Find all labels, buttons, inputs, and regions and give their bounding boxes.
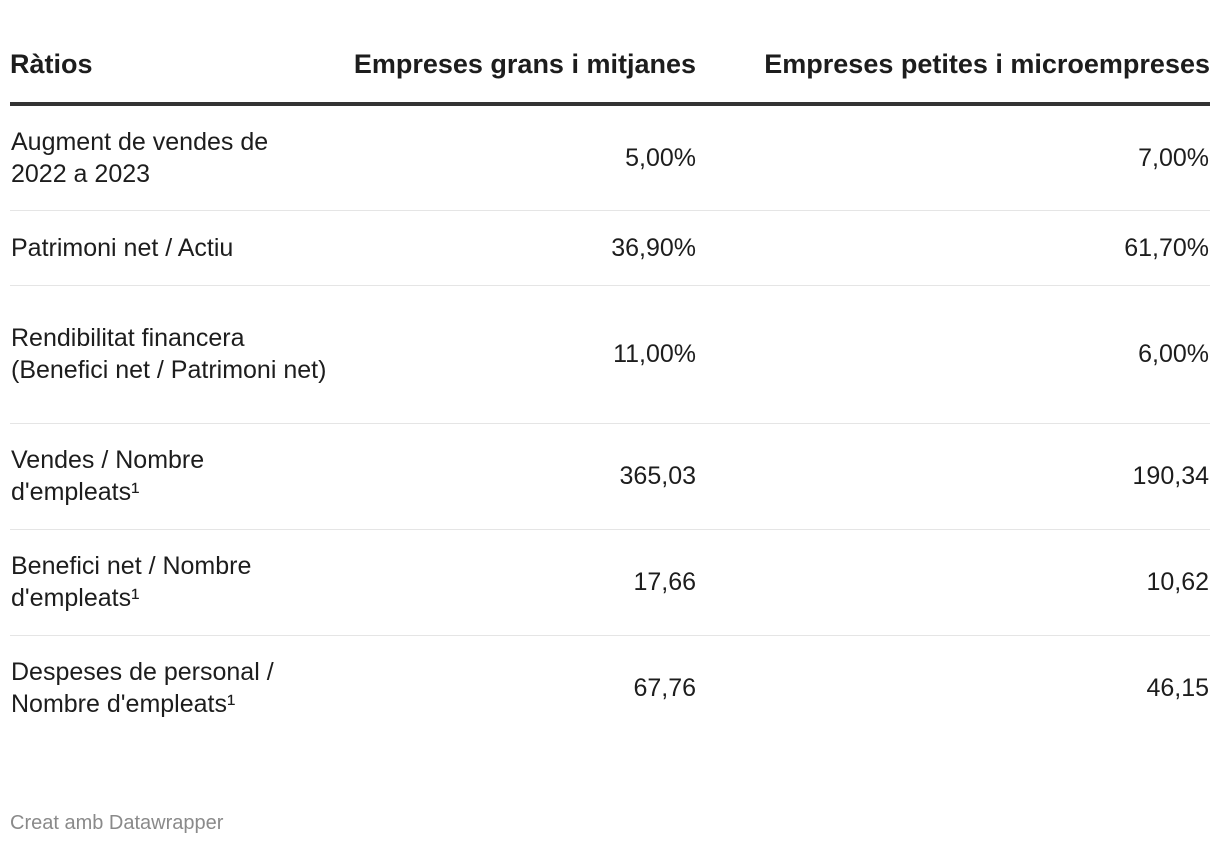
cell-small: 46,15	[1146, 674, 1209, 703]
datawrapper-credit[interactable]: Creat amb Datawrapper	[10, 812, 224, 834]
row-label: Patrimoni net / Actiu	[10, 210, 340, 286]
cell-large: 67,76	[633, 674, 696, 703]
cell-small: 61,70%	[703, 210, 1210, 286]
table-header: Ràtios Empreses grans i mitjanes Emprese…	[10, 40, 1210, 106]
header-small-companies[interactable]: Empreses petites i microempreses	[703, 40, 1210, 106]
table-row: Benefici net / Nombre d'empleats¹ 17,66 …	[10, 529, 1210, 636]
table-row: Despeses de personal / Nombre d'empleats…	[10, 635, 1210, 741]
table-row: Vendes / Nombre d'empleats¹ 365,03 190,3…	[10, 423, 1210, 530]
ratios-table-container: Ràtios Empreses grans i mitjanes Emprese…	[10, 40, 1210, 741]
table-row: Patrimoni net / Actiu 36,90% 61,70%	[10, 210, 1210, 286]
cell-large: 17,66	[340, 529, 703, 636]
cell-large: 11,00%	[340, 285, 703, 424]
cell-large: 36,90%	[340, 210, 703, 286]
cell-small: 190,34	[703, 423, 1210, 530]
header-ratios[interactable]: Ràtios	[10, 40, 340, 106]
row-label: Rendibilitat financera (Benefici net / P…	[10, 285, 340, 424]
table-row: Rendibilitat financera (Benefici net / P…	[10, 285, 1210, 424]
header-large-companies[interactable]: Empreses grans i mitjanes	[340, 40, 703, 106]
header-row: Ràtios Empreses grans i mitjanes Emprese…	[10, 40, 1210, 106]
cell-large: 365,03	[340, 423, 703, 530]
cell-small: 10,62	[703, 529, 1210, 636]
table-body: Augment de vendes de 2022 a 2023 5,00% 7…	[10, 104, 1210, 741]
table-row: Augment de vendes de 2022 a 2023 5,00% 7…	[10, 104, 1210, 211]
cell-small: 6,00%	[703, 285, 1210, 424]
row-label: Benefici net / Nombre d'empleats¹	[10, 529, 340, 636]
row-label: Vendes / Nombre d'empleats¹	[10, 423, 340, 530]
row-label: Despeses de personal / Nombre d'empleats…	[11, 658, 274, 719]
cell-small: 7,00%	[703, 104, 1210, 211]
row-label: Augment de vendes de 2022 a 2023	[10, 104, 340, 211]
ratios-table: Ràtios Empreses grans i mitjanes Emprese…	[10, 40, 1210, 741]
cell-large: 5,00%	[340, 104, 703, 211]
